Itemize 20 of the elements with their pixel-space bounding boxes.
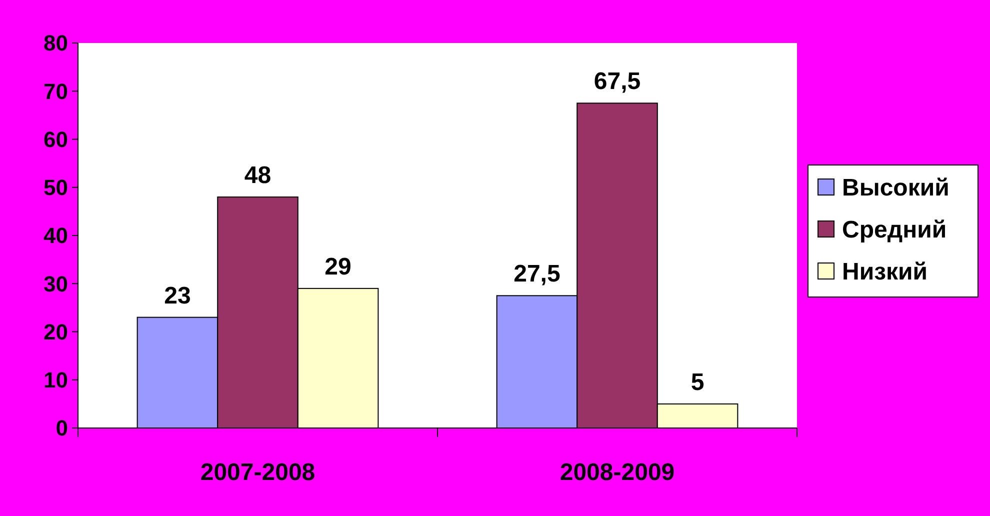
y-tick-label: 70: [44, 78, 68, 104]
y-tick-label: 40: [44, 223, 68, 248]
y-tick-label: 20: [44, 319, 68, 344]
legend-label: Высокий: [842, 174, 950, 202]
legend-label: Низкий: [842, 258, 928, 286]
data-label: 29: [324, 253, 352, 280]
data-label: 67,5: [594, 68, 641, 96]
y-tick-label: 80: [44, 30, 68, 56]
y-tick-label: 10: [44, 368, 68, 393]
y-tick-label: 0: [56, 416, 68, 441]
data-label: 27,5: [514, 260, 560, 288]
data-label: 23: [164, 282, 191, 310]
x-tick-label: 2007-2008: [200, 459, 316, 486]
y-tick-label: 30: [44, 271, 68, 296]
y-tick-label: 50: [44, 175, 68, 200]
y-tick-label: 60: [44, 126, 68, 152]
data-label: 48: [244, 162, 272, 189]
legend-label: Средний: [842, 216, 947, 244]
x-tick-label: 2008-2009: [560, 459, 675, 486]
data-label: 5: [690, 368, 704, 396]
